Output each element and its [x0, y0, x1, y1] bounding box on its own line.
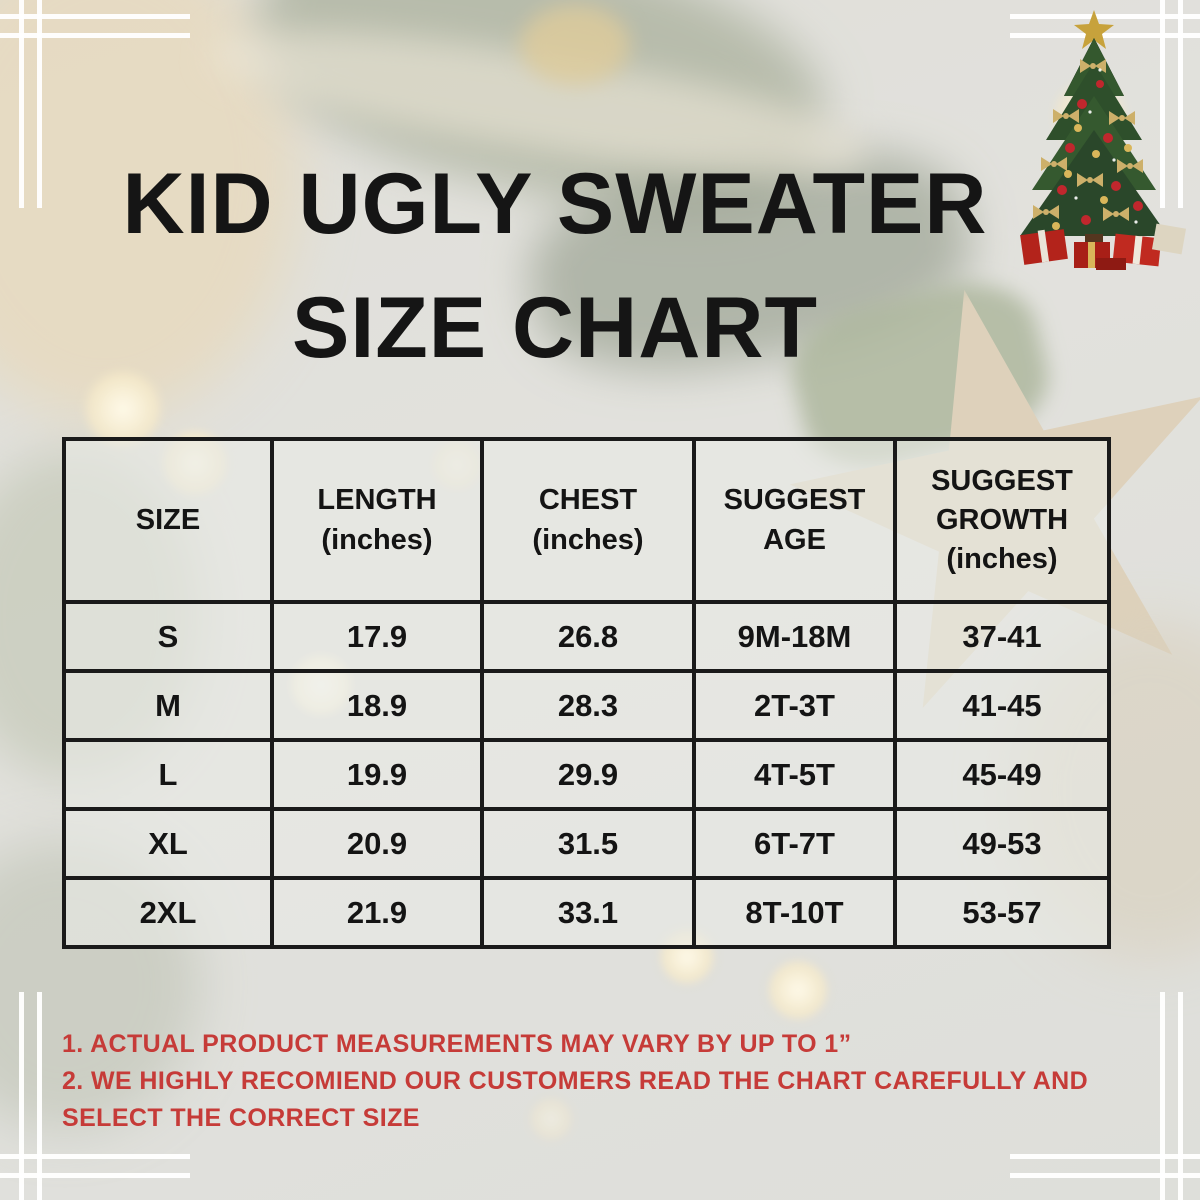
cell-growth: 53-57: [893, 876, 1111, 949]
column-header-size: SIZE: [62, 437, 274, 604]
footnotes: 1. ACTUAL PRODUCT MEASUREMENTS MAY VARY …: [62, 1026, 1092, 1137]
table-row: M 18.9 28.3 2T-3T 41-45: [62, 669, 1111, 742]
cell-growth: 49-53: [893, 807, 1111, 880]
cell-age: 9M-18M: [692, 600, 897, 673]
header-row: SIZE LENGTH (inches) CHEST (inches) SUGG…: [62, 437, 1111, 604]
gold-ornament-blur: [520, 5, 630, 85]
page-title: KID UGLY SWEATER SIZE CHART: [0, 142, 1110, 390]
bokeh-light: [766, 958, 830, 1022]
cell-growth: 37-41: [893, 600, 1111, 673]
cell-age: 6T-7T: [692, 807, 897, 880]
column-header-length: LENGTH (inches): [270, 437, 484, 604]
header-sub: (inches): [946, 543, 1058, 576]
cell-size: XL: [62, 807, 274, 880]
footnote-1: 1. ACTUAL PRODUCT MEASUREMENTS MAY VARY …: [62, 1030, 852, 1058]
cell-length: 18.9: [270, 669, 484, 742]
bokeh-light: [82, 368, 164, 450]
christmas-tree-icon: [1020, 10, 1187, 270]
table-row: XL 20.9 31.5 6T-7T 49-53: [62, 807, 1111, 880]
column-header-chest: CHEST (inches): [480, 437, 696, 604]
cell-length: 19.9: [270, 738, 484, 811]
cell-chest: 33.1: [480, 876, 696, 949]
cell-length: 21.9: [270, 876, 484, 949]
table-row: S 17.9 26.8 9M-18M 37-41: [62, 600, 1111, 673]
footnote-2: 2. WE HIGHLY RECOMIEND OUR CUSTOMERS REA…: [62, 1067, 1089, 1132]
header-sub: (inches): [321, 523, 433, 556]
header-label: SUGGEST AGE: [723, 484, 866, 556]
cell-chest: 26.8: [480, 600, 696, 673]
cell-length: 17.9: [270, 600, 484, 673]
cell-age: 2T-3T: [692, 669, 897, 742]
header-sub: (inches): [532, 523, 644, 556]
cell-chest: 29.9: [480, 738, 696, 811]
title-line-1: KID UGLY SWEATER: [122, 156, 988, 252]
cell-chest: 31.5: [480, 807, 696, 880]
table-row: 2XL 21.9 33.1 8T-10T 53-57: [62, 876, 1111, 949]
cell-size: 2XL: [62, 876, 274, 949]
cell-size: M: [62, 669, 274, 742]
title-line-2: SIZE CHART: [292, 280, 818, 376]
header-label: LENGTH: [317, 484, 437, 517]
cell-age: 4T-5T: [692, 738, 897, 811]
header-label: CHEST: [538, 484, 638, 517]
cell-size: L: [62, 738, 274, 811]
cell-growth: 45-49: [893, 738, 1111, 811]
bokeh-light: [528, 1096, 574, 1142]
cell-age: 8T-10T: [692, 876, 897, 949]
table-row: L 19.9 29.9 4T-5T 45-49: [62, 738, 1111, 811]
header-label: SIZE: [135, 503, 201, 536]
cell-chest: 28.3: [480, 669, 696, 742]
cell-length: 20.9: [270, 807, 484, 880]
cell-size: S: [62, 600, 274, 673]
column-header-suggest-age: SUGGEST AGE: [692, 437, 897, 604]
column-header-suggest-growth: SUGGEST GROWTH (inches): [893, 437, 1111, 604]
size-chart-table: SIZE LENGTH (inches) CHEST (inches) SUGG…: [62, 437, 1111, 949]
header-label: SUGGEST GROWTH: [931, 464, 1073, 536]
cell-growth: 41-45: [893, 669, 1111, 742]
